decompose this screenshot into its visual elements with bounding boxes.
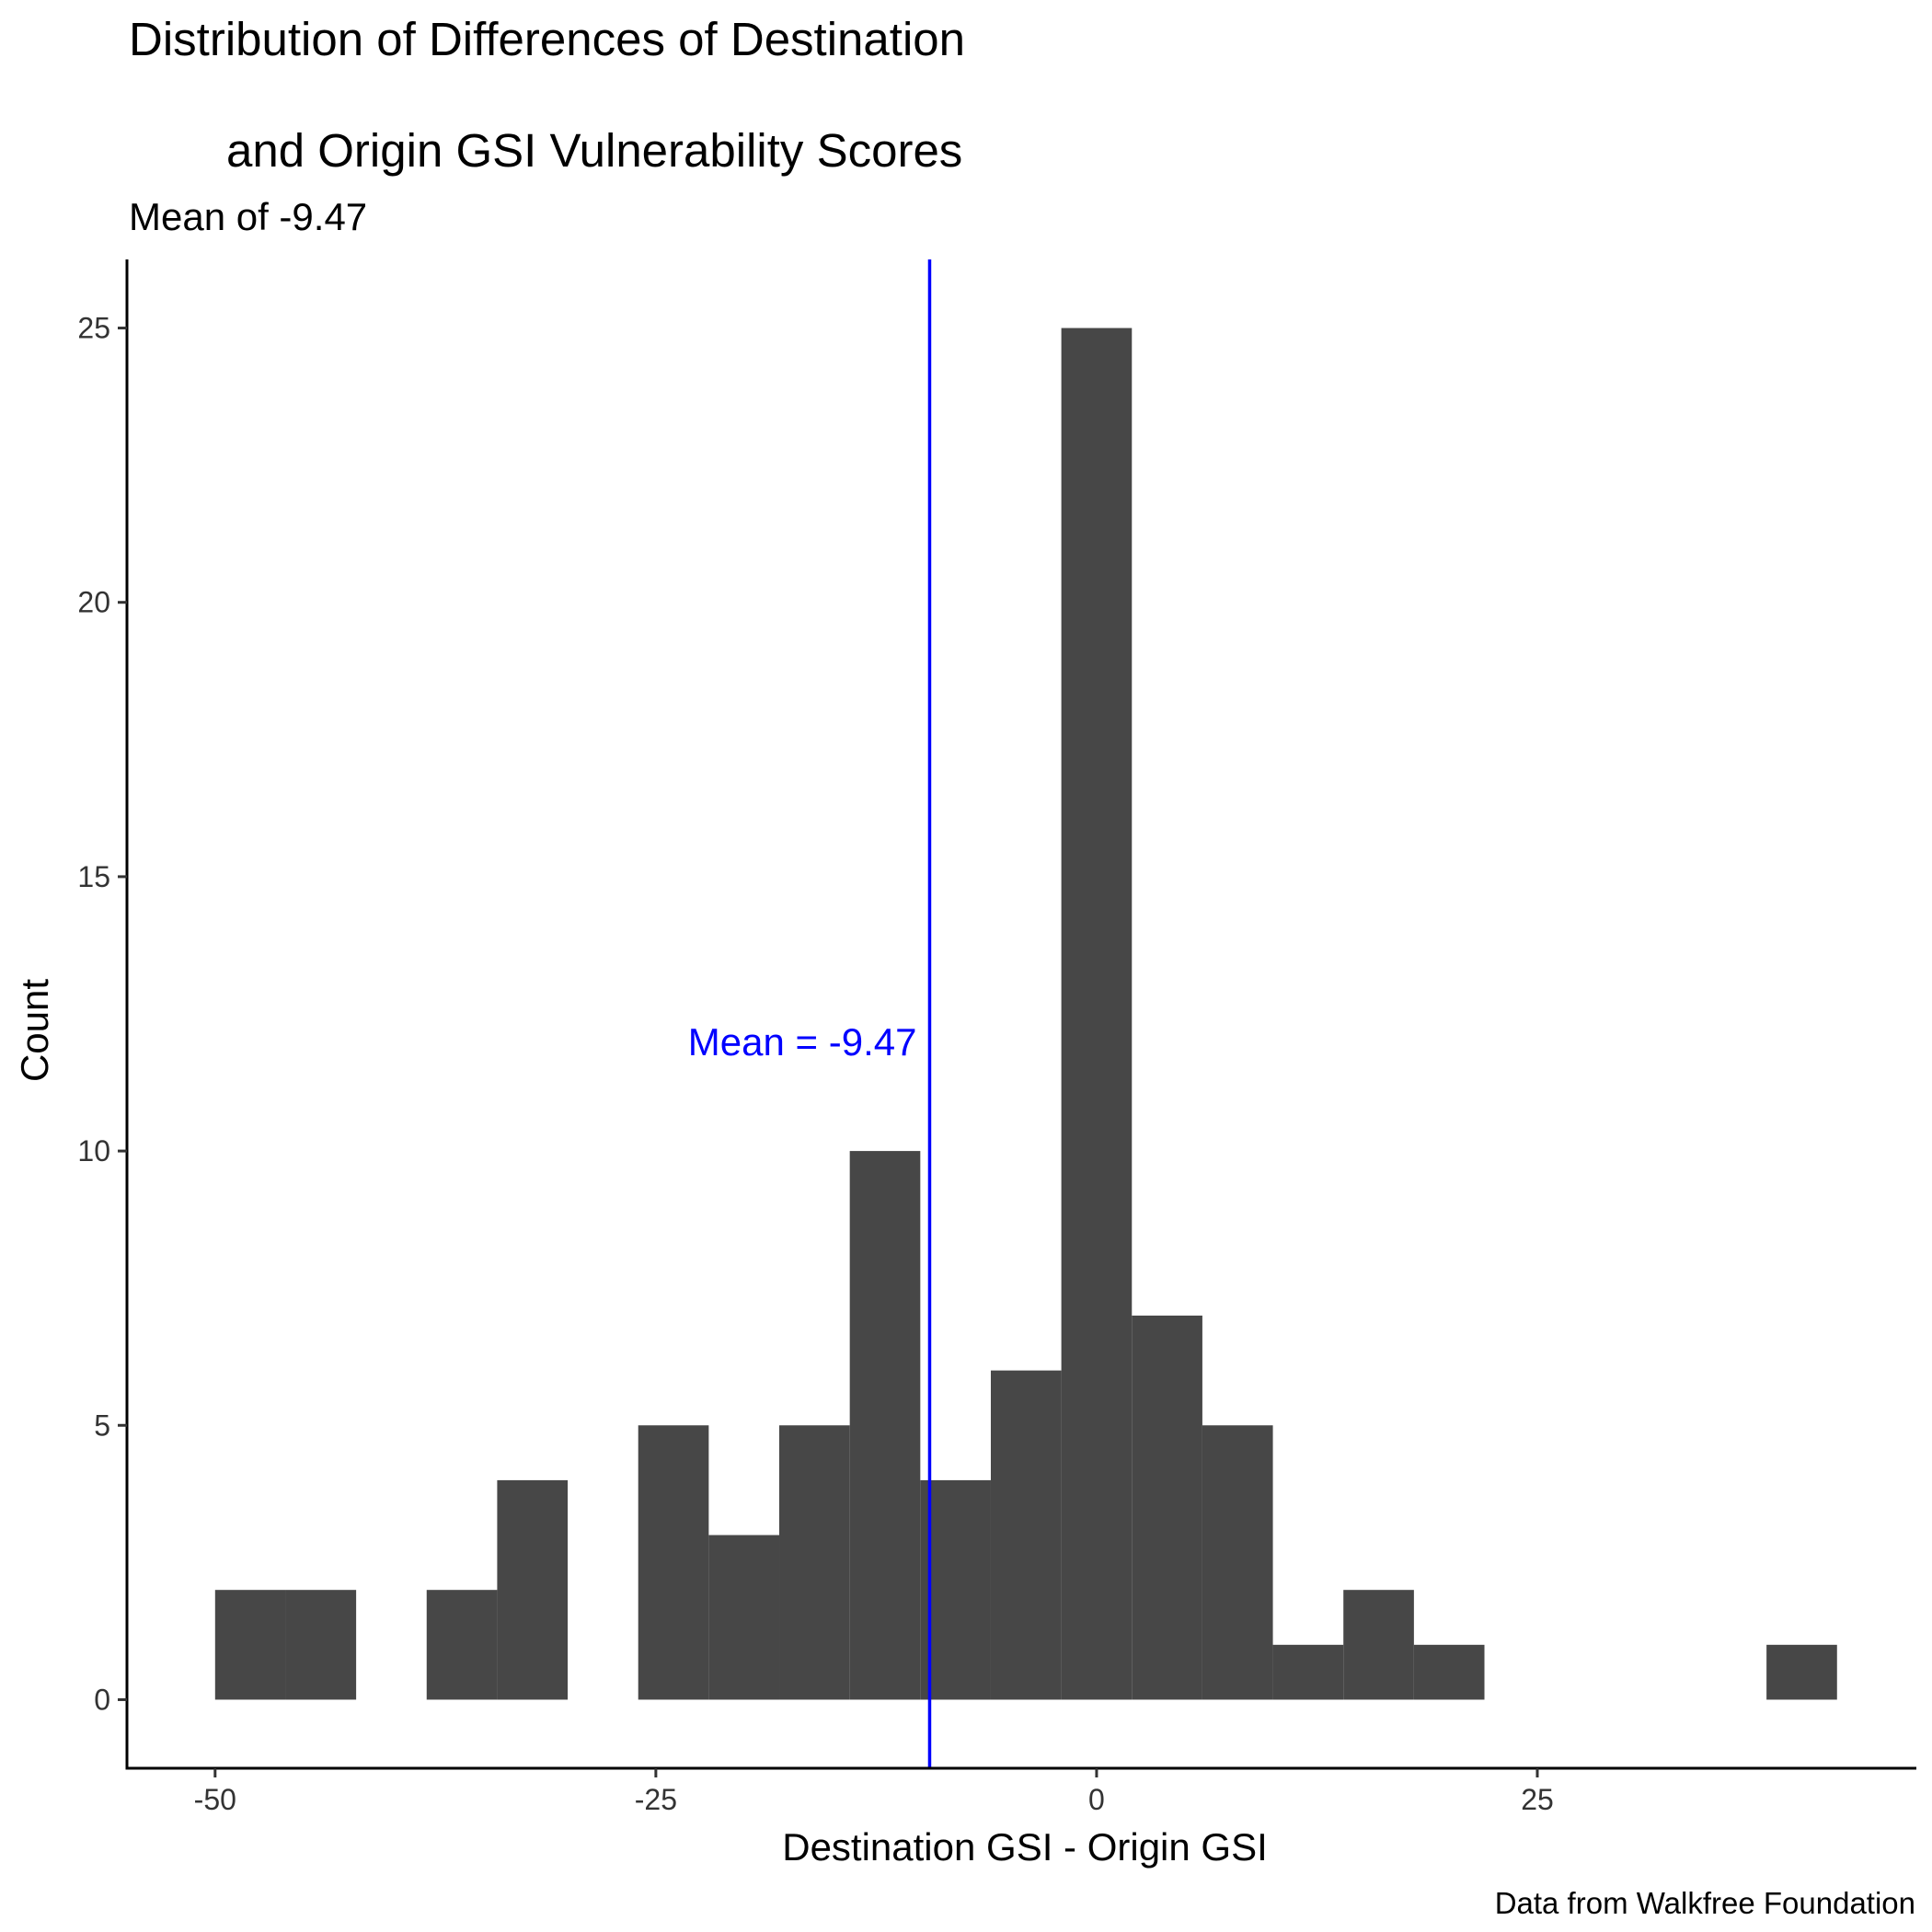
x-tick-label: 0 [1088,1783,1105,1816]
x-axis-title: Destination GSI - Origin GSI [782,1825,1268,1869]
histogram-bar [1272,1644,1344,1700]
chart-title-line-2: and Origin GSI Vulnerability Scores [226,124,962,177]
y-axis-ticks: 0 5 10 15 20 25 [77,312,127,1716]
histogram-bar [1343,1590,1414,1700]
y-tick-label: 5 [94,1409,110,1442]
histogram-bars [214,328,1837,1700]
y-tick-label: 15 [77,860,110,893]
x-axis-ticks: -50 -25 0 25 [194,1768,1554,1816]
histogram-bar [849,1151,921,1700]
y-axis-title: Count [13,979,56,1082]
y-tick-label: 25 [77,312,110,345]
histogram-bar [1132,1316,1202,1700]
histogram-bar [214,1590,286,1700]
histogram-bar [708,1535,780,1700]
x-tick-label: -50 [194,1783,236,1816]
histogram-bar [497,1479,569,1700]
x-tick-label: -25 [635,1783,677,1816]
histogram-bar [990,1370,1062,1700]
chart-caption: Data from Walkfree Foundation [1495,1886,1915,1920]
mean-layer: Mean = -9.47 [688,259,932,1768]
y-tick-label: 10 [77,1134,110,1167]
histogram-bar [779,1425,850,1700]
y-tick-label: 20 [77,586,110,619]
histogram-bar [638,1425,709,1700]
x-tick-label: 25 [1521,1783,1554,1816]
histogram-bar [1202,1425,1273,1700]
histogram-bar [920,1479,991,1700]
chart-title-line-1: Distribution of Differences of Destinati… [129,13,965,65]
chart-subtitle: Mean of -9.47 [129,195,367,238]
histogram-bar [1061,328,1133,1700]
histogram-bar [1413,1644,1485,1700]
histogram-bar [1766,1644,1837,1700]
axes [125,259,1916,1770]
histogram-bar [285,1590,357,1700]
mean-annotation: Mean = -9.47 [688,1020,917,1064]
y-tick-label: 0 [94,1683,110,1716]
histogram-bar [426,1590,498,1700]
